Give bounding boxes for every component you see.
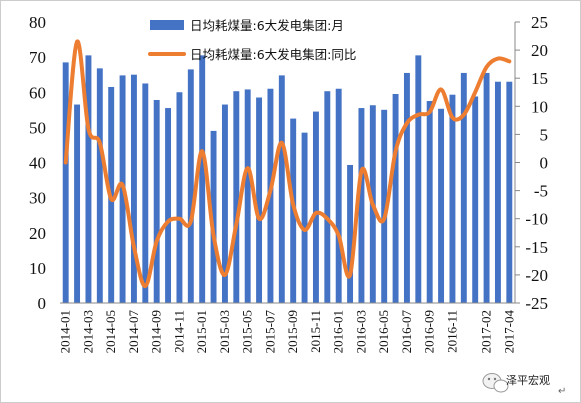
bar-2016-06 bbox=[392, 94, 399, 303]
bar-2014-07 bbox=[130, 74, 137, 303]
x-tick-label: 2015-05 bbox=[240, 310, 255, 353]
x-tick-label: 2015-09 bbox=[285, 310, 300, 353]
bar-2014-01 bbox=[62, 62, 69, 303]
left-tick-label: 40 bbox=[29, 154, 46, 173]
bar-2015-03 bbox=[221, 104, 228, 303]
right-tick-label: -25 bbox=[525, 294, 548, 313]
wechat-chat-bubble-icon bbox=[482, 373, 509, 393]
bar-2014-10 bbox=[165, 108, 172, 303]
bar-2015-12 bbox=[324, 91, 331, 303]
watermark: 泽平宏观 ↵ bbox=[482, 373, 566, 397]
x-tick-label: 2014-05 bbox=[103, 310, 118, 353]
bar-2015-10 bbox=[301, 132, 308, 303]
x-tick-label: 2015-03 bbox=[217, 310, 232, 353]
bar-2015-08 bbox=[278, 75, 285, 303]
left-tick-label: 20 bbox=[29, 224, 46, 243]
right-tick-label: 20 bbox=[531, 41, 548, 60]
paragraph-mark: ↵ bbox=[558, 386, 566, 397]
x-tick-label: 2015-01 bbox=[194, 310, 209, 353]
bar-2014-11 bbox=[176, 92, 183, 303]
x-tick-label: 2014-07 bbox=[126, 310, 141, 354]
bar-2015-04 bbox=[233, 91, 240, 303]
legend: 日均耗煤量:6大发电集团:月 日均耗煤量:6大发电集团:同比 bbox=[148, 18, 356, 62]
bar-2014-02 bbox=[74, 104, 81, 303]
x-tick-label: 2017-04 bbox=[501, 310, 516, 354]
x-axis-ticks: 2014-01 2014-03 2014-05 2014-07 2014-09 2014-… bbox=[58, 310, 517, 354]
x-tick-label: 2016-01 bbox=[331, 310, 346, 353]
x-tick-label: 2015-11 bbox=[308, 310, 323, 353]
bar-2016-12 bbox=[460, 72, 467, 304]
right-tick-label: 15 bbox=[531, 69, 548, 88]
right-tick-label: 10 bbox=[531, 97, 548, 116]
bar-2017-03 bbox=[494, 81, 501, 304]
line-layer bbox=[63, 39, 512, 289]
x-tick-label: 2016-03 bbox=[353, 310, 368, 353]
x-tick-label: 2016-07 bbox=[399, 310, 414, 354]
bar-2016-05 bbox=[381, 109, 388, 303]
bar-2015-02 bbox=[210, 130, 217, 303]
right-tick-label: -20 bbox=[525, 266, 548, 285]
right-axis-ticks: -25 -20 -15 -10 -5 0 5 10 15 20 25 bbox=[515, 13, 548, 313]
right-tick-label: -5 bbox=[534, 182, 548, 201]
bar-2015-11 bbox=[312, 111, 319, 303]
bar-2016-03 bbox=[358, 108, 365, 303]
right-tick-label: -10 bbox=[525, 210, 548, 229]
bar-2014-04 bbox=[96, 68, 103, 304]
legend-bar-swatch bbox=[150, 20, 184, 30]
left-tick-label: 0 bbox=[38, 294, 47, 313]
left-tick-label: 80 bbox=[29, 13, 46, 32]
bar-2017-01 bbox=[472, 96, 479, 303]
x-tick-label: 2014-01 bbox=[58, 310, 73, 353]
bar-2016-08 bbox=[415, 55, 422, 304]
x-tick-label: 2015-07 bbox=[262, 310, 277, 354]
x-tick-label: 2014-11 bbox=[171, 310, 186, 353]
right-tick-label: 25 bbox=[531, 13, 548, 32]
x-tick-label: 2016-05 bbox=[376, 310, 391, 353]
x-tick-label: 2014-03 bbox=[80, 310, 95, 353]
bar-2016-02 bbox=[347, 164, 354, 303]
bar-2016-10 bbox=[438, 108, 445, 303]
x-tick-label: 2014-09 bbox=[149, 310, 164, 353]
x-tick-label: 2016-11 bbox=[444, 310, 459, 353]
left-tick-label: 60 bbox=[29, 83, 46, 102]
x-tick-label: 2017-02 bbox=[479, 310, 494, 353]
right-tick-label: 5 bbox=[540, 125, 549, 144]
bar-2015-06 bbox=[256, 97, 263, 304]
bar-2017-04 bbox=[506, 81, 513, 304]
bar-2014-09 bbox=[153, 99, 160, 303]
x-tick-label: 2016-09 bbox=[422, 310, 437, 353]
bar-2016-01 bbox=[335, 88, 342, 304]
left-tick-label: 10 bbox=[29, 259, 46, 278]
bar-2016-07 bbox=[403, 72, 410, 304]
right-tick-label: -15 bbox=[525, 238, 548, 257]
watermark-text: 泽平宏观 bbox=[506, 373, 550, 387]
yoy-series-line bbox=[63, 39, 512, 289]
bar-2014-03 bbox=[85, 55, 92, 304]
legend-bar-label: 日均耗煤量:6大发电集团:月 bbox=[190, 18, 344, 33]
bar-2015-05 bbox=[244, 89, 251, 303]
right-tick-label: 0 bbox=[540, 154, 549, 173]
bar-2016-11 bbox=[449, 94, 456, 304]
bar-2015-01 bbox=[199, 55, 206, 304]
left-tick-label: 50 bbox=[29, 118, 46, 137]
left-tick-label: 70 bbox=[29, 48, 46, 67]
left-tick-label: 30 bbox=[29, 189, 46, 208]
bar-2014-12 bbox=[187, 69, 194, 303]
bar-2014-08 bbox=[142, 83, 149, 303]
bar-2017-02 bbox=[483, 72, 490, 304]
left-axis-ticks: 0 10 20 30 40 50 60 70 80 bbox=[29, 13, 46, 313]
legend-line-label: 日均耗煤量:6大发电集团:同比 bbox=[190, 47, 356, 62]
bar-2016-09 bbox=[426, 101, 433, 303]
